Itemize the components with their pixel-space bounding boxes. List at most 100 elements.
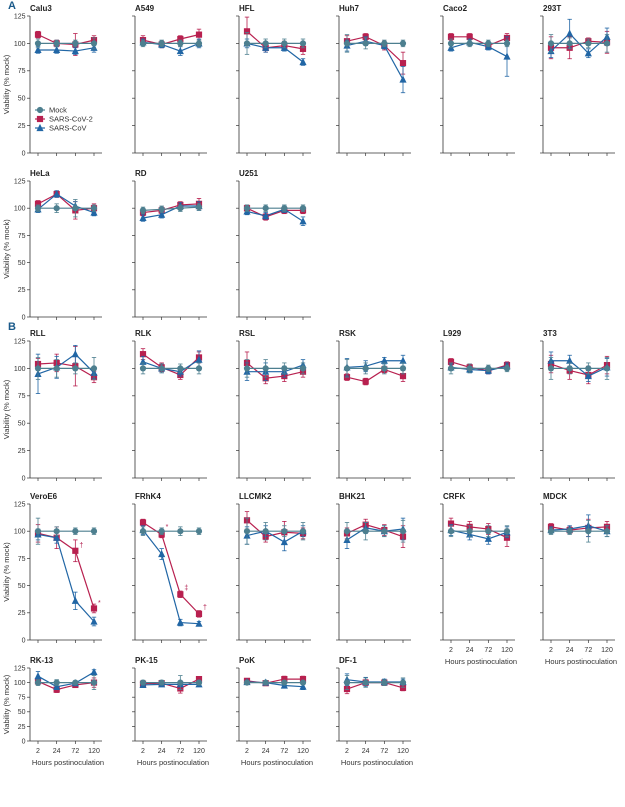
panel-rlk: RLK [132,329,207,481]
panel-veroe6: VeroE6 0 25 50 75 100 125 Viability (% mock) † * [2,492,102,644]
series-mock [139,526,203,536]
data-point [139,528,147,535]
data-point [195,675,203,683]
legend-item-sars-cov-2: SARS-CoV-2 [35,115,93,124]
panel-title: MDCK [543,492,567,501]
data-point [299,40,307,47]
panel-calu3: Calu3 0 25 50 75 100 125 Viability (% mock) [2,4,102,157]
y-tick-label: 75 [18,233,26,240]
y-tick-label: 125 [14,13,26,20]
data-point [299,679,307,686]
significance-mark: * [98,600,101,607]
series-mock [547,519,611,543]
series-sars-cov-2 [243,511,307,544]
data-point [399,365,407,372]
data-point [262,40,269,47]
data-point [177,528,184,535]
series-mock [34,199,98,218]
series-line [142,683,199,686]
y-tick-label: 50 [18,260,26,267]
panel-293t: 293T [540,4,615,156]
series-line [346,40,404,80]
data-point [158,528,165,535]
y-tick-label: 125 [14,178,26,185]
data-point [399,40,407,47]
y-tick-label: 25 [18,448,26,455]
panel-rd: RD [132,169,207,320]
series-mock [447,525,511,538]
data-point [299,682,307,690]
x-tick-label: 120 [601,647,613,654]
x-axis-label: Hours postinoculation [445,657,517,666]
series-sars-cov-2 [447,358,511,375]
data-point [585,365,592,372]
data-point [503,528,511,535]
y-tick-label: 50 [18,583,26,590]
series-line [346,679,403,683]
data-point [485,40,492,47]
data-point [399,684,407,691]
data-point [243,40,251,47]
data-point [195,204,203,211]
series-mock [243,32,307,55]
data-point [71,47,79,55]
series-sars-cov-2 [139,28,203,49]
data-point [34,528,42,535]
data-point [380,356,388,364]
data-point [566,40,573,47]
y-tick-label: 0 [22,475,26,482]
panel-rsk: RSK [336,329,411,481]
data-point [71,350,79,358]
data-point [343,365,351,372]
data-point [566,365,573,372]
series-mock [139,203,203,215]
y-tick-label: 75 [18,695,26,702]
data-point [447,520,455,527]
series-mock [34,517,98,545]
data-point [53,528,60,535]
y-tick-label: 0 [22,150,26,157]
series-sars-cov [547,18,611,59]
series-line [346,524,404,538]
data-point [53,45,61,54]
series-mock [139,39,203,48]
panel-title: RK-13 [30,656,54,665]
series-line [142,34,200,46]
data-point [158,365,165,372]
data-point [139,207,147,214]
data-point [466,528,473,535]
panel-title: Calu3 [30,4,52,13]
data-point [381,679,388,686]
series-mock [343,675,407,691]
series-sars-cov-2 [343,518,407,548]
series-mock [243,204,307,212]
panel-title: HFL [239,4,255,13]
series-mock [34,37,98,50]
x-tick-label: 2 [345,748,349,755]
data-point [158,210,166,218]
data-point [262,205,269,212]
data-point [399,679,407,686]
data-point [90,205,98,212]
panel-pk-15: PK-15 2 24 72 120 Hours postinoculation [132,656,209,767]
data-point [399,60,407,67]
panel-title: RLK [135,329,152,338]
series-mock [139,362,203,375]
series-line [451,36,508,47]
data-point [603,365,611,372]
y-tick-label: 100 [14,206,26,213]
series-sars-cov [343,36,407,94]
data-point [34,200,42,207]
panel-hela: HeLa 0 25 50 75 100 125 Viability (% mock) [2,169,102,321]
data-point [343,40,351,47]
series-line [450,41,508,58]
data-point [34,40,42,47]
data-point [90,208,98,216]
legend-label: SARS-CoV-2 [49,115,93,124]
series-mock [243,517,307,545]
data-point [53,205,60,212]
y-axis-label: Viability (% mock) [2,674,11,734]
panel-title: RD [135,169,147,178]
x-tick-label: 72 [280,748,288,755]
series-line [246,207,303,218]
